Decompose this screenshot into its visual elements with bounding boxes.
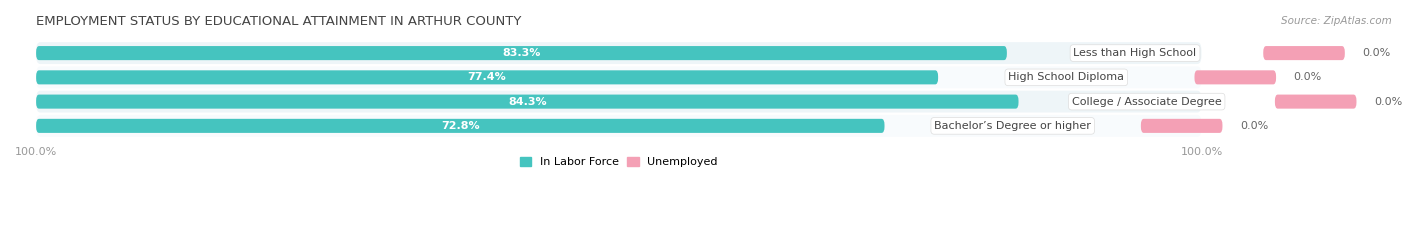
Text: 84.3%: 84.3% (508, 97, 547, 107)
Text: 77.4%: 77.4% (468, 72, 506, 82)
FancyBboxPatch shape (37, 119, 884, 133)
Text: High School Diploma: High School Diploma (1008, 72, 1125, 82)
Text: College / Associate Degree: College / Associate Degree (1071, 97, 1222, 107)
Text: 72.8%: 72.8% (441, 121, 479, 131)
Text: EMPLOYMENT STATUS BY EDUCATIONAL ATTAINMENT IN ARTHUR COUNTY: EMPLOYMENT STATUS BY EDUCATIONAL ATTAINM… (37, 15, 522, 28)
FancyBboxPatch shape (37, 115, 1202, 137)
Legend: In Labor Force, Unemployed: In Labor Force, Unemployed (515, 152, 723, 171)
FancyBboxPatch shape (1275, 95, 1357, 109)
Text: Less than High School: Less than High School (1074, 48, 1197, 58)
Text: 0.0%: 0.0% (1374, 97, 1402, 107)
FancyBboxPatch shape (37, 70, 938, 84)
FancyBboxPatch shape (1140, 119, 1222, 133)
FancyBboxPatch shape (37, 66, 1202, 88)
Text: 0.0%: 0.0% (1294, 72, 1322, 82)
FancyBboxPatch shape (37, 91, 1202, 113)
FancyBboxPatch shape (1195, 70, 1277, 84)
FancyBboxPatch shape (1263, 46, 1344, 60)
FancyBboxPatch shape (37, 46, 1007, 60)
Text: 83.3%: 83.3% (502, 48, 541, 58)
Text: Bachelor’s Degree or higher: Bachelor’s Degree or higher (934, 121, 1091, 131)
Text: Source: ZipAtlas.com: Source: ZipAtlas.com (1281, 16, 1392, 26)
FancyBboxPatch shape (37, 42, 1202, 64)
Text: 0.0%: 0.0% (1240, 121, 1268, 131)
FancyBboxPatch shape (37, 95, 1018, 109)
Text: 0.0%: 0.0% (1362, 48, 1391, 58)
